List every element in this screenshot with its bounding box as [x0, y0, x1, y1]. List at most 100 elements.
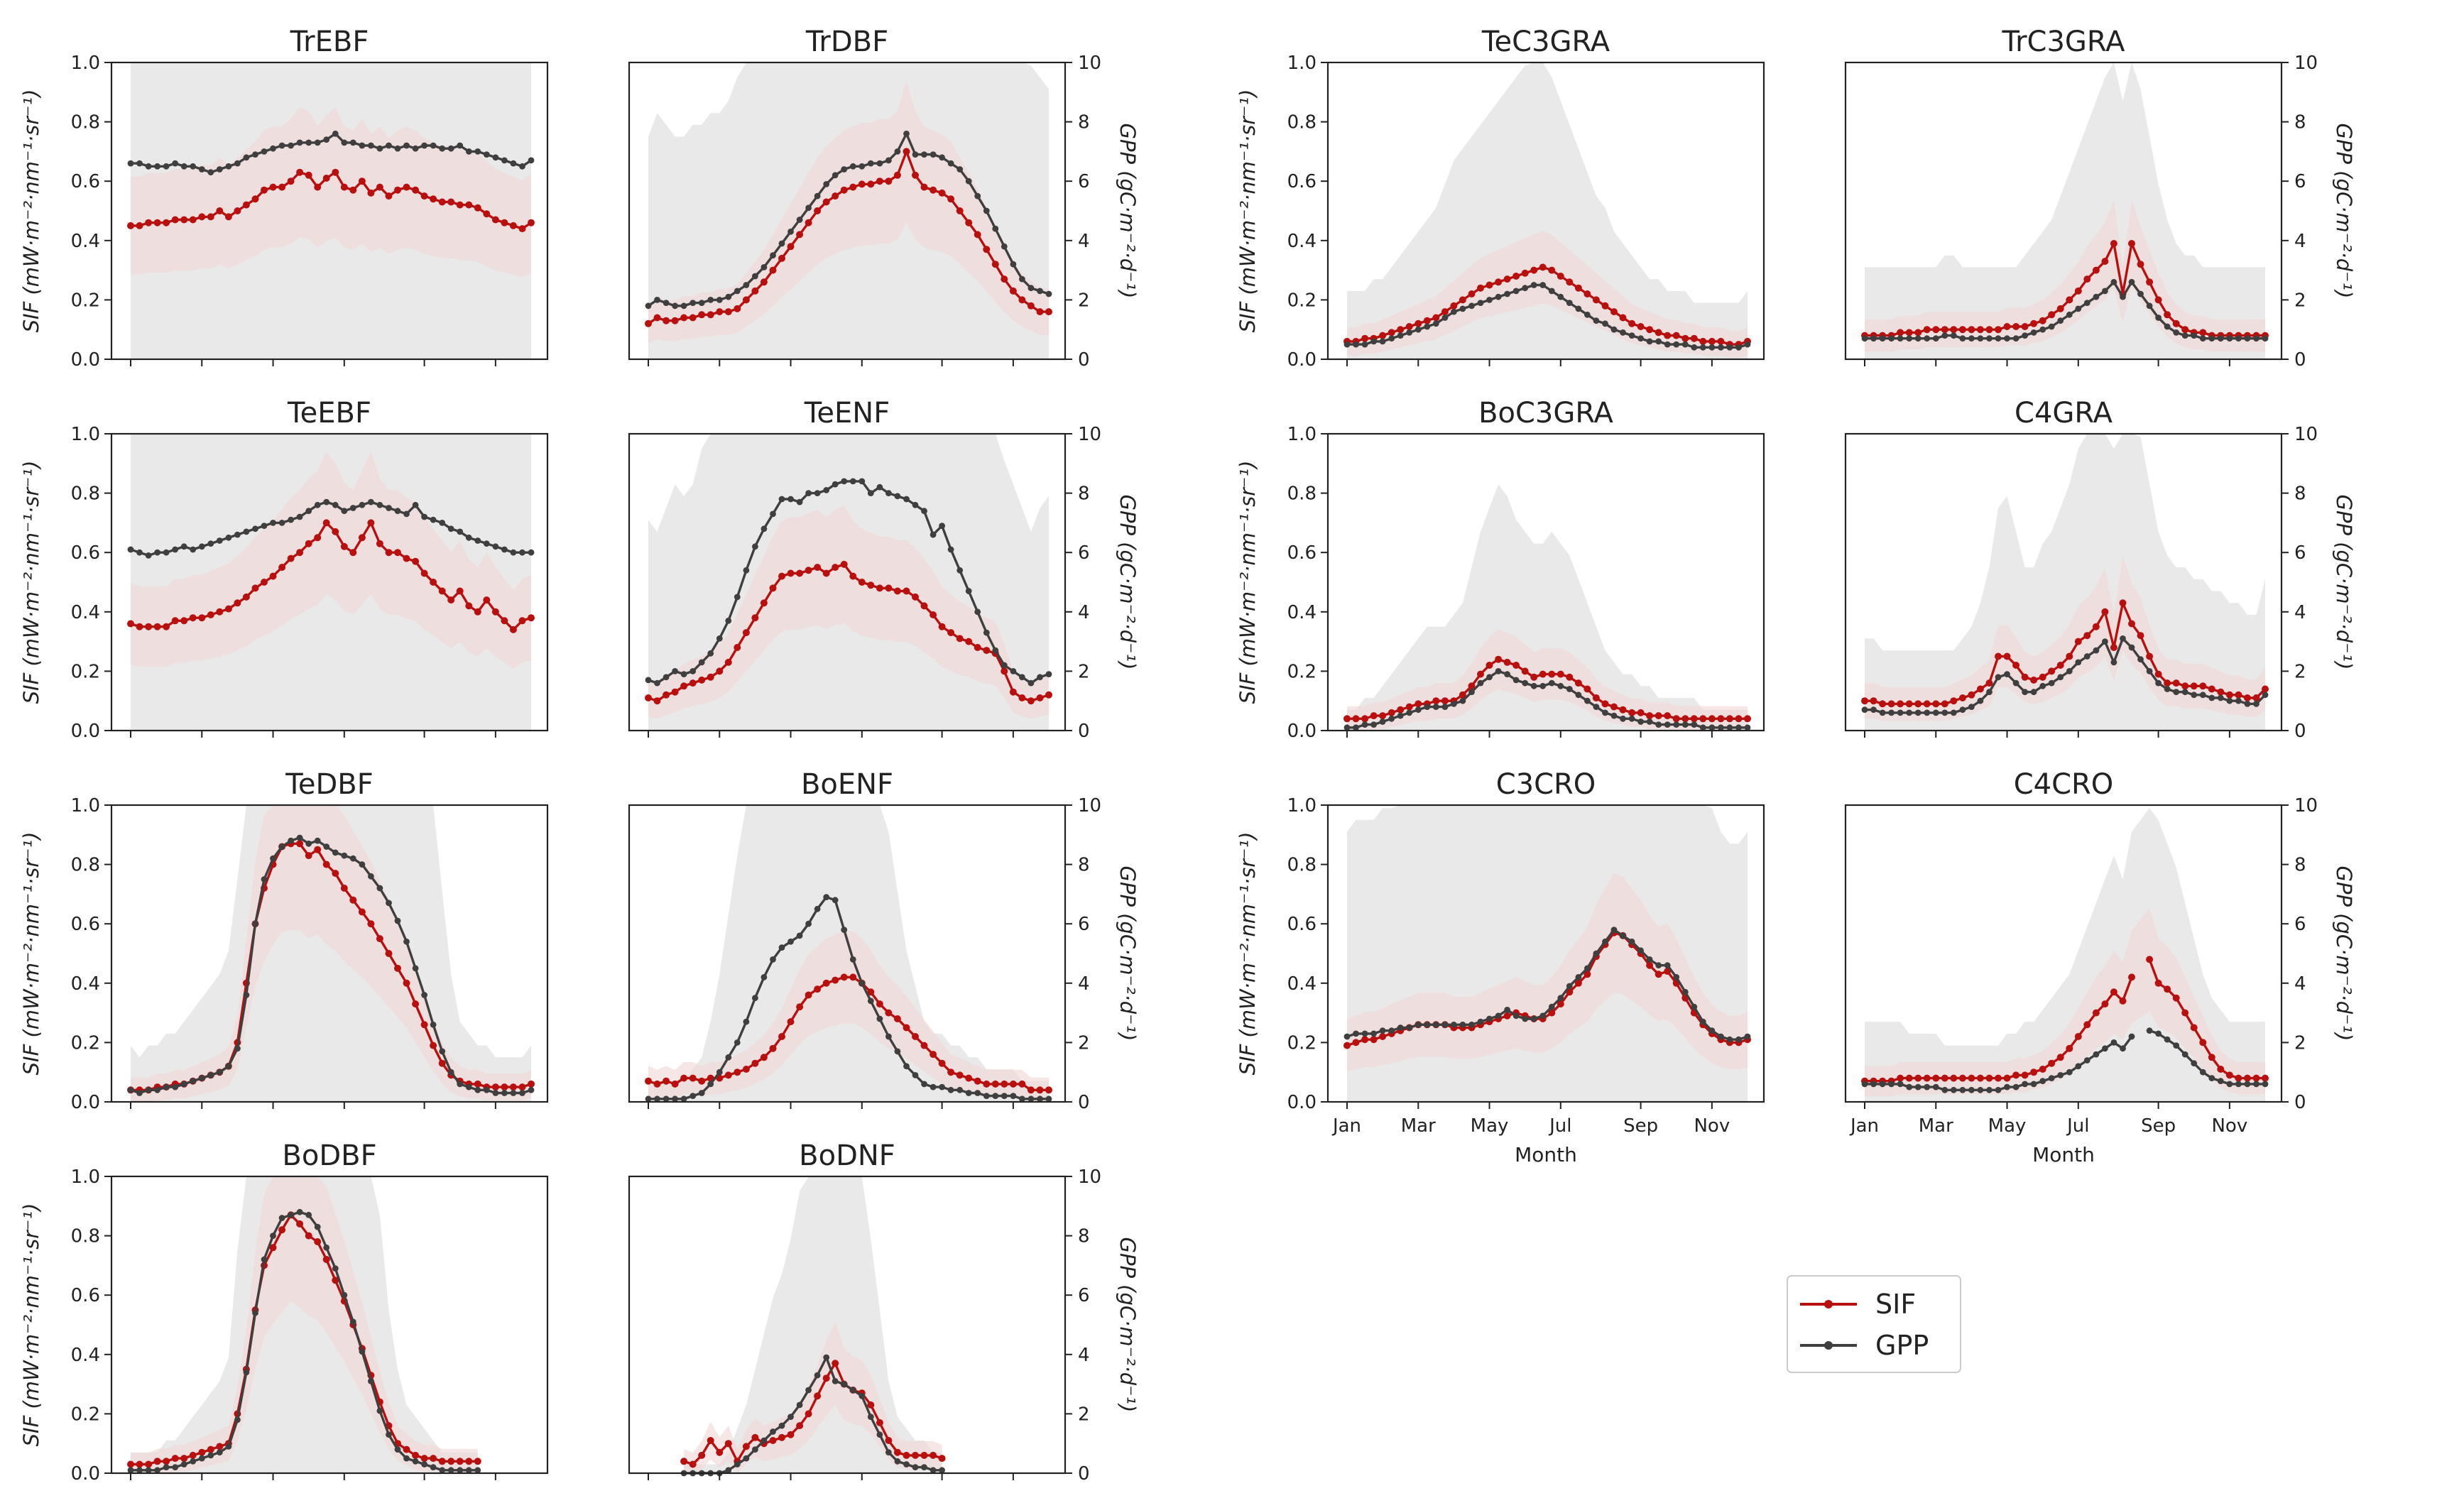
y-tick-label: 0.8	[1287, 483, 1317, 505]
gpp-point	[447, 525, 454, 532]
gpp-point	[243, 154, 250, 161]
sif-point	[1923, 700, 1931, 708]
gpp-point	[386, 142, 392, 149]
sif-point	[885, 584, 893, 592]
gpp-point	[198, 1075, 205, 1081]
gpp-point	[1557, 995, 1564, 1002]
gpp-point	[2217, 694, 2224, 701]
gpp-point	[510, 160, 517, 167]
gpp-point	[2181, 1051, 2188, 1058]
gpp-point	[2164, 1036, 2171, 1043]
sif-point	[145, 219, 153, 226]
sif-point	[1495, 655, 1503, 663]
gpp-point	[261, 523, 268, 529]
gpp-point	[930, 531, 937, 538]
gpp-point	[1379, 1027, 1386, 1034]
sif-point	[1681, 334, 1689, 342]
sif-point	[1557, 670, 1564, 678]
sif-point	[1548, 1009, 1556, 1017]
gpp-point	[2030, 689, 2037, 696]
sif-point	[465, 1458, 473, 1465]
sif-point	[501, 617, 508, 625]
gpp-point	[2137, 656, 2144, 663]
sif-point	[2181, 682, 2189, 690]
gpp-point	[752, 543, 758, 550]
gpp-point	[796, 498, 803, 505]
y-axis-label: SIF (mW·m⁻²·nm⁻¹·sr⁻¹)	[1236, 461, 1260, 704]
sif-point	[991, 1080, 999, 1088]
gpp-point	[1584, 697, 1591, 704]
gpp-point	[1914, 709, 1921, 716]
gpp-point	[832, 172, 839, 179]
y-tick-label: 0.8	[71, 112, 100, 133]
legend-label-gpp: GPP	[1875, 1330, 1929, 1361]
sif-point	[832, 1360, 839, 1367]
gpp-point	[1726, 344, 1733, 351]
sif-point	[163, 1458, 170, 1465]
sif-line	[131, 171, 532, 230]
gpp-point	[778, 496, 785, 503]
gpp-point	[207, 169, 214, 176]
gpp-point	[1379, 338, 1386, 345]
gpp-point	[1468, 689, 1475, 696]
gpp-point	[323, 843, 330, 850]
gpp-point	[1914, 1083, 1921, 1091]
gpp-point	[903, 1063, 910, 1070]
gpp-point	[761, 974, 768, 980]
gpp-point	[2102, 288, 2108, 295]
sif-point	[903, 587, 910, 595]
y-axis-label: SIF (mW·m⁻²·nm⁻¹·sr⁻¹)	[1236, 832, 1260, 1076]
gpp-uncertainty-band	[1347, 62, 1748, 359]
sif-point	[1897, 700, 1904, 708]
gpp-point	[252, 151, 258, 158]
gpp-point	[947, 160, 954, 167]
gpp-uncertainty-band	[131, 1176, 478, 1473]
y2-tick-label: 6	[1078, 914, 1090, 935]
gpp-point	[894, 493, 901, 500]
sif-point	[528, 219, 535, 226]
sif-point	[2056, 1054, 2064, 1061]
gpp-point	[252, 525, 258, 532]
sif-point	[1566, 673, 1574, 681]
sif-point	[1655, 971, 1662, 978]
gpp-point	[1681, 341, 1689, 348]
sif-point	[822, 979, 830, 987]
sif-point	[1646, 326, 1654, 334]
gpp-point	[849, 1387, 856, 1394]
sif-point	[912, 1451, 919, 1459]
sif-point	[893, 171, 901, 179]
sif-point	[689, 1460, 697, 1468]
gpp-point	[876, 1015, 883, 1022]
gpp-point	[1655, 338, 1662, 345]
gpp-point	[1010, 1093, 1017, 1099]
sif-point	[1477, 670, 1484, 678]
gpp-point	[885, 1033, 892, 1040]
sif-point	[983, 1080, 991, 1088]
y2-tick-label: 6	[2294, 171, 2306, 192]
sif-point	[1388, 329, 1395, 337]
gpp-point	[921, 1464, 927, 1470]
sif-point	[2128, 240, 2135, 247]
sif-point	[287, 177, 295, 185]
x-tick-label: Sep	[2141, 1115, 2176, 1137]
sif-point	[2164, 311, 2171, 319]
gpp-point	[305, 139, 312, 146]
gpp-point	[1388, 1027, 1395, 1034]
sif-point	[1637, 323, 1645, 330]
gpp-point	[1664, 721, 1671, 728]
sif-point	[1968, 326, 1975, 334]
gpp-point	[386, 1431, 392, 1438]
x-tick-label: May	[1988, 1115, 2027, 1137]
gpp-point	[1968, 335, 1975, 342]
gpp-point	[894, 148, 901, 155]
gpp-point	[912, 1072, 919, 1078]
sif-point	[1018, 296, 1026, 304]
gpp-point	[841, 166, 848, 173]
gpp-point	[465, 148, 472, 155]
sif-point	[367, 920, 375, 928]
gpp-point	[2253, 335, 2259, 342]
y-tick-label: 0.8	[71, 483, 100, 505]
plot-frame	[1326, 432, 1765, 732]
gpp-point	[2155, 1030, 2162, 1037]
sif-point	[287, 554, 295, 562]
